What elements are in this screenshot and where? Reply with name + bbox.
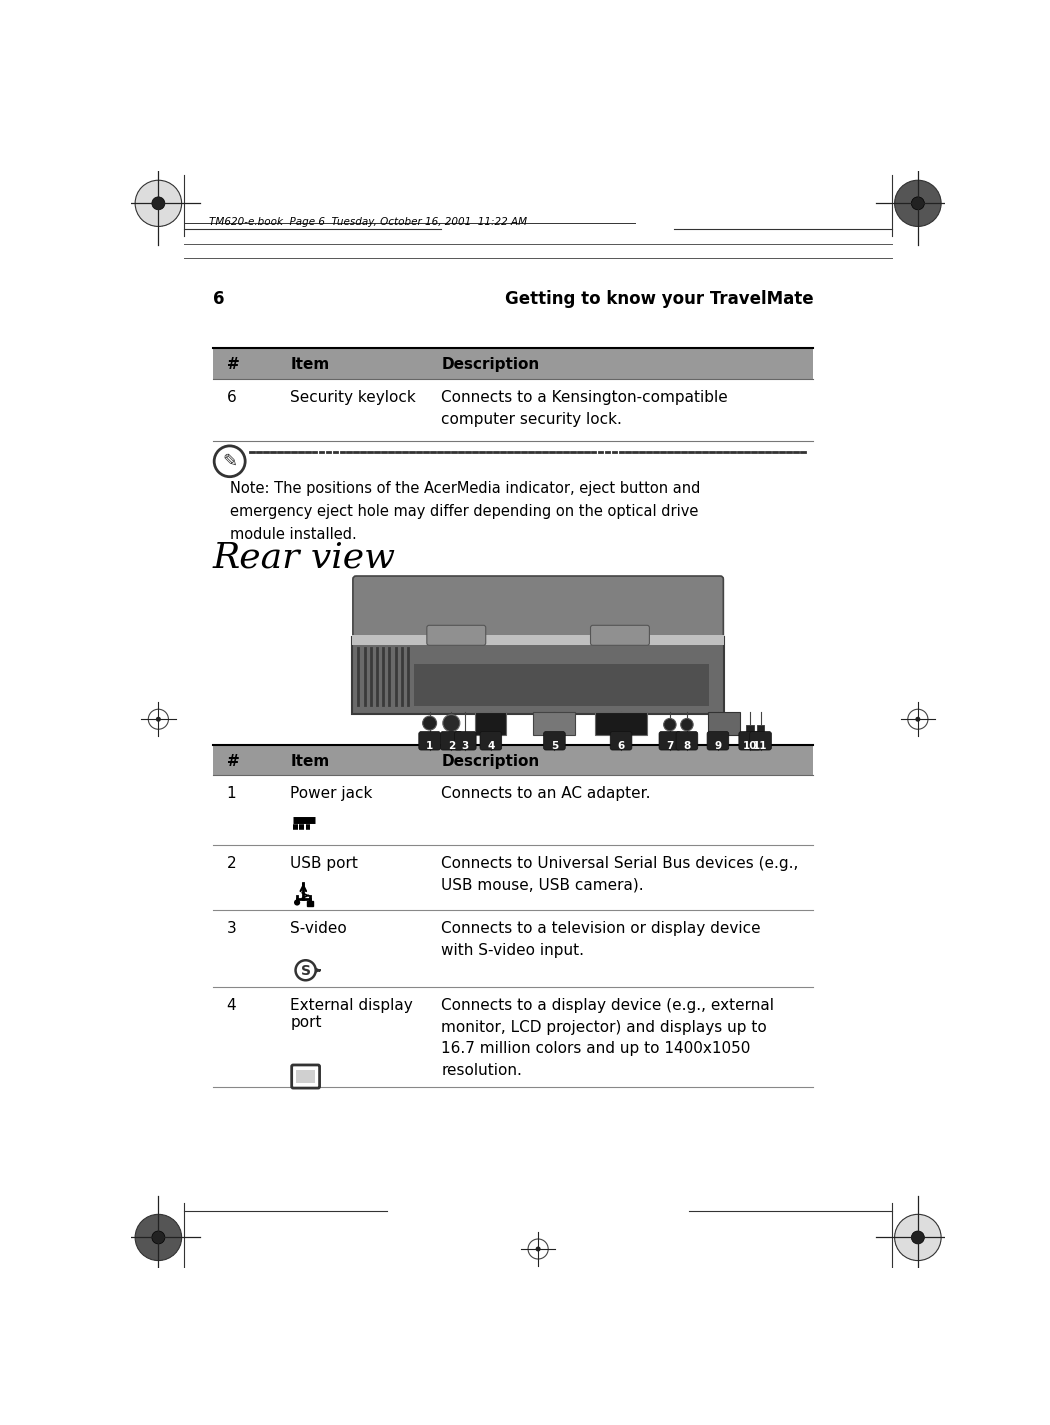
Text: S-video: S-video <box>290 921 346 936</box>
Text: 1: 1 <box>426 741 434 751</box>
Text: Connects to a television or display device
with S-video input.: Connects to a television or display devi… <box>441 921 761 958</box>
Text: Connects to an AC adapter.: Connects to an AC adapter. <box>441 787 651 801</box>
Text: 6: 6 <box>617 741 625 751</box>
Circle shape <box>135 180 182 227</box>
Text: Connects to Universal Serial Bus devices (e.g.,
USB mouse, USB camera).: Connects to Universal Serial Bus devices… <box>441 855 799 892</box>
Text: 1: 1 <box>227 787 236 801</box>
Circle shape <box>214 446 246 477</box>
Text: External display
port: External display port <box>290 997 413 1030</box>
FancyBboxPatch shape <box>292 1064 319 1089</box>
Text: Description: Description <box>441 358 540 372</box>
Text: Description: Description <box>441 754 540 770</box>
FancyBboxPatch shape <box>676 731 698 750</box>
FancyBboxPatch shape <box>739 731 760 750</box>
Text: 11: 11 <box>753 741 768 751</box>
Text: #: # <box>227 754 239 770</box>
FancyBboxPatch shape <box>455 731 476 750</box>
FancyBboxPatch shape <box>750 731 772 750</box>
Text: Item: Item <box>290 358 330 372</box>
FancyBboxPatch shape <box>212 745 814 775</box>
FancyBboxPatch shape <box>427 626 486 646</box>
Text: 3: 3 <box>227 921 236 936</box>
Circle shape <box>916 717 921 721</box>
FancyBboxPatch shape <box>595 712 648 735</box>
FancyBboxPatch shape <box>480 731 502 750</box>
Text: #: # <box>227 358 239 372</box>
Text: 9: 9 <box>714 741 721 751</box>
Text: 6: 6 <box>227 389 236 405</box>
FancyBboxPatch shape <box>441 731 462 750</box>
Circle shape <box>664 718 676 731</box>
Text: 8: 8 <box>684 741 691 751</box>
FancyBboxPatch shape <box>590 626 649 646</box>
Text: 10: 10 <box>742 741 757 751</box>
Text: 2: 2 <box>227 855 236 871</box>
Circle shape <box>895 180 941 227</box>
Circle shape <box>911 1231 924 1244</box>
Text: 3: 3 <box>462 741 469 751</box>
FancyBboxPatch shape <box>353 576 723 640</box>
Text: Power jack: Power jack <box>290 787 373 801</box>
Circle shape <box>155 717 161 721</box>
FancyBboxPatch shape <box>352 636 724 644</box>
Circle shape <box>911 197 924 209</box>
Text: Connects to a Kensington-compatible
computer security lock.: Connects to a Kensington-compatible comp… <box>441 389 728 428</box>
Circle shape <box>680 718 693 731</box>
Text: S: S <box>300 965 311 978</box>
FancyBboxPatch shape <box>419 731 441 750</box>
Text: 6: 6 <box>212 291 224 308</box>
Text: 7: 7 <box>666 741 673 751</box>
Text: Note: The positions of the AcerMedia indicator, eject button and
emergency eject: Note: The positions of the AcerMedia ind… <box>230 482 700 542</box>
FancyBboxPatch shape <box>352 637 724 714</box>
FancyBboxPatch shape <box>308 901 313 905</box>
FancyBboxPatch shape <box>476 712 506 735</box>
Circle shape <box>443 714 460 731</box>
FancyBboxPatch shape <box>757 725 764 737</box>
Circle shape <box>895 1214 941 1261</box>
FancyBboxPatch shape <box>212 348 814 379</box>
Text: ✎: ✎ <box>223 453 237 472</box>
Text: Security keylock: Security keylock <box>290 389 416 405</box>
Circle shape <box>295 960 316 980</box>
Text: 2: 2 <box>447 741 455 751</box>
Circle shape <box>135 1214 182 1261</box>
FancyBboxPatch shape <box>659 731 680 750</box>
Text: Getting to know your TravelMate: Getting to know your TravelMate <box>505 291 814 308</box>
Circle shape <box>536 1247 541 1251</box>
Circle shape <box>152 1231 165 1244</box>
Text: TM620-e.book  Page 6  Tuesday, October 16, 2001  11:22 AM: TM620-e.book Page 6 Tuesday, October 16,… <box>209 217 527 227</box>
FancyBboxPatch shape <box>414 664 709 707</box>
FancyBboxPatch shape <box>296 1070 315 1083</box>
FancyBboxPatch shape <box>708 711 740 735</box>
Text: Item: Item <box>290 754 330 770</box>
Text: Rear view: Rear view <box>212 540 396 574</box>
FancyBboxPatch shape <box>746 725 754 737</box>
Circle shape <box>423 717 437 730</box>
Text: 4: 4 <box>487 741 495 751</box>
Circle shape <box>294 899 300 905</box>
FancyBboxPatch shape <box>544 731 565 750</box>
Text: Connects to a display device (e.g., external
monitor, LCD projector) and display: Connects to a display device (e.g., exte… <box>441 997 774 1077</box>
Circle shape <box>152 197 165 209</box>
FancyBboxPatch shape <box>610 731 632 750</box>
Text: 5: 5 <box>551 741 558 751</box>
FancyBboxPatch shape <box>533 712 575 735</box>
FancyBboxPatch shape <box>707 731 729 750</box>
Text: 4: 4 <box>227 997 236 1013</box>
Text: USB port: USB port <box>290 855 358 871</box>
